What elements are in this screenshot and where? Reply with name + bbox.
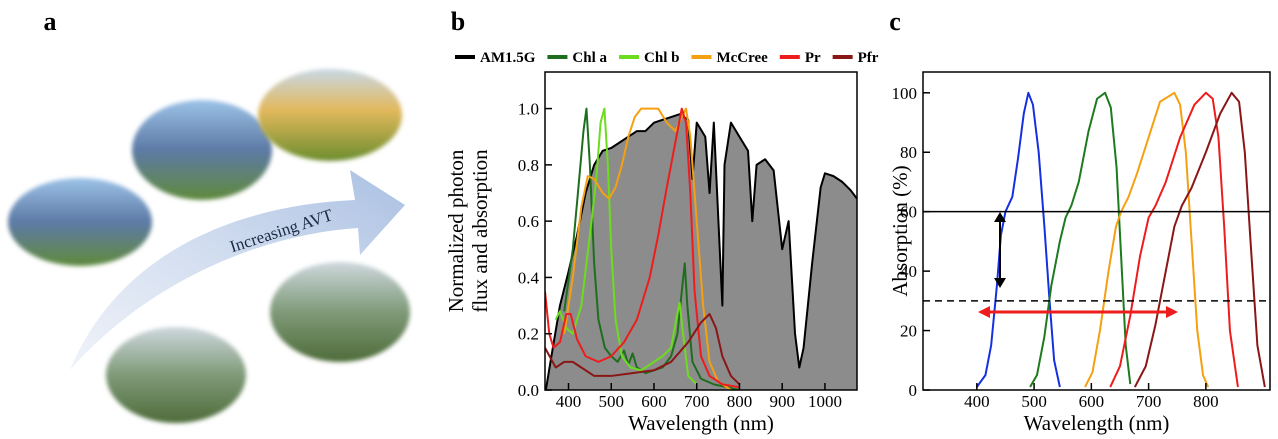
plot: 400 500 600 700 800 0 20 40 60 80 100 Wavelength (n…	[888, 71, 1271, 435]
line	[563, 107, 732, 390]
y-tick-label: 1.0	[518, 100, 539, 119]
x-tick-label: 700	[684, 392, 710, 411]
photo	[132, 100, 272, 200]
x-tick-label: 400	[964, 392, 990, 411]
y-tick-label: 0.6	[518, 212, 539, 231]
photo	[270, 262, 410, 362]
legend-label: Pr	[805, 50, 821, 66]
legend-label: Chl b	[644, 50, 679, 66]
x-tick-label: 800	[1193, 392, 1219, 411]
x-tick-label: 1000	[808, 392, 842, 411]
panel-a: Increasing AVT	[8, 69, 410, 423]
legend-label: McCree	[716, 50, 768, 66]
photo	[258, 69, 402, 161]
legend-label: AM1.5G	[480, 50, 536, 66]
x-tick-label: 700	[1136, 392, 1162, 411]
annotation-arrows	[978, 212, 1178, 318]
series-group	[976, 91, 1266, 388]
x-tick-label: 900	[769, 392, 795, 411]
y-tick-label: 0.8	[518, 156, 539, 175]
series-group	[545, 107, 857, 390]
plot-frame	[544, 71, 858, 391]
y-tick-label: 20	[900, 322, 917, 341]
plot: 400 500 600 700 800 900 1000 0.0 0.2 0.4 0.6 0.8 1.0…	[444, 50, 879, 435]
y-tick-label: 40	[900, 262, 917, 281]
line	[545, 313, 741, 386]
legend-label: Chl a	[572, 50, 607, 66]
plot-frame	[922, 71, 1271, 391]
area	[545, 114, 857, 390]
y-axis-label: flux and absorption	[468, 149, 492, 313]
x-tick-label: 400	[556, 392, 582, 411]
line	[554, 107, 698, 386]
x-axis-label: Wavelength (nm)	[1024, 411, 1170, 435]
arrow	[70, 170, 405, 370]
line	[1109, 91, 1239, 388]
line	[976, 91, 1061, 388]
y-tick-label: 60	[900, 203, 917, 222]
y-tick-label: 0.2	[518, 325, 539, 344]
y-tick-label: 100	[892, 84, 918, 103]
panel-label: a	[44, 7, 57, 36]
y-tick-label: 0	[909, 381, 918, 400]
x-axis-label: Wavelength (nm)	[628, 411, 774, 435]
x-tick-label: 500	[598, 392, 624, 411]
y-axis-label: Normalized photon	[444, 149, 468, 312]
y-tick-label: 80	[900, 143, 917, 162]
x-tick-label: 800	[727, 392, 753, 411]
legend-label: Pfr	[858, 50, 879, 66]
line	[1084, 91, 1210, 388]
y-tick-label: 0.0	[518, 381, 539, 400]
line	[563, 107, 740, 390]
line	[545, 107, 740, 389]
photo	[106, 327, 246, 423]
panel-label: b	[451, 7, 465, 36]
x-tick-label: 500	[1021, 392, 1047, 411]
y-tick-label: 0.4	[518, 268, 540, 287]
photo	[8, 178, 152, 266]
line	[545, 113, 857, 390]
x-tick-label: 600	[1079, 392, 1105, 411]
panel-label: c	[889, 7, 901, 36]
y-axis-label: Absorption (%)	[888, 165, 912, 296]
x-tick-label: 600	[641, 392, 667, 411]
